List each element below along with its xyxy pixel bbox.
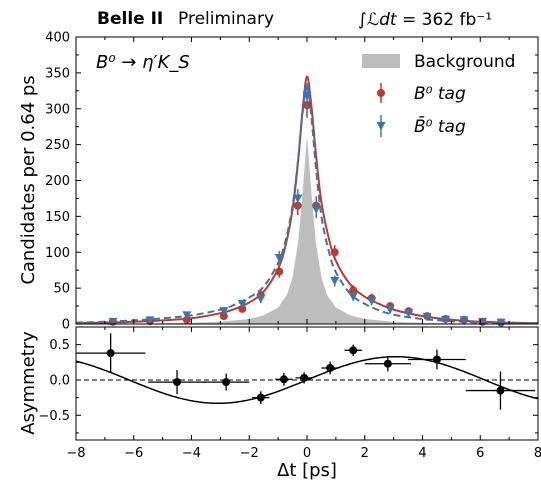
fit-curve-b0 xyxy=(76,75,538,324)
x-tick-label: −6 xyxy=(124,446,143,461)
x-tick-label: −8 xyxy=(66,446,85,461)
y-tick-label: 200 xyxy=(45,174,70,189)
data-point-b0bar xyxy=(330,276,340,286)
y-tick-label: 50 xyxy=(53,282,70,297)
fit-curve-b0bar xyxy=(76,82,538,324)
data-point-b0bar xyxy=(302,91,312,101)
y-tick-label: 350 xyxy=(45,66,70,81)
legend-label: Background xyxy=(414,52,515,72)
data-point-b0bar xyxy=(256,294,266,304)
bottom-frame xyxy=(75,326,539,441)
asymmetry-point xyxy=(279,375,288,384)
luminosity-symbol: ∫ℒdt xyxy=(358,10,398,30)
top-panel: 0 50 100 150 200 250 300 350 400 B⁰ → η′K_S Cand… xyxy=(18,31,539,333)
asymmetry-point xyxy=(106,349,115,358)
decay-annotation: B⁰ → η′K_S xyxy=(96,52,190,73)
status-label: Preliminary xyxy=(178,9,274,29)
luminosity-value: = 362 fb⁻¹ xyxy=(402,10,492,30)
data-point-b0bar xyxy=(496,318,506,328)
asymmetry-point xyxy=(326,363,335,372)
y-tick-label: 250 xyxy=(45,138,70,153)
data-point-b0 xyxy=(275,267,284,276)
asymmetry-point xyxy=(349,346,358,355)
top-ylabel: Candidates per 0.64 ps xyxy=(18,75,39,284)
asymmetry-point xyxy=(383,359,392,368)
asymmetry-point xyxy=(300,373,309,382)
y-tick-label: 0.5 xyxy=(49,338,70,353)
x-tick-label: 2 xyxy=(361,446,369,461)
data-point-b0 xyxy=(238,304,247,313)
legend-marker-b0bar xyxy=(376,122,386,131)
data-point-b0bar xyxy=(422,312,432,322)
data-point-b0bar xyxy=(274,253,284,263)
legend-marker-b0 xyxy=(377,89,385,97)
data-point-b0bar xyxy=(385,305,395,315)
data-point-b0 xyxy=(330,248,339,257)
background-fill xyxy=(76,136,538,324)
legend-label: B̄⁰ tag xyxy=(414,115,466,137)
data-point-b0bar xyxy=(367,297,377,306)
data-point-b0bar xyxy=(459,316,469,325)
bottom-panel: −8 −6 −4 −2 0 2 4 6 8 −0.5 0.0 0.5 Asymmetry Δt [ps… xyxy=(18,326,541,481)
asymmetry-point xyxy=(173,378,182,387)
y-tick-label: 100 xyxy=(45,246,70,261)
data-point-b0bar xyxy=(404,309,414,318)
data-point-b0bar xyxy=(237,299,247,309)
x-tick-label: 8 xyxy=(534,446,541,461)
y-tick-label: −0.5 xyxy=(38,409,70,424)
y-tick-label: 400 xyxy=(45,31,70,46)
data-point-b0bar xyxy=(293,194,303,203)
data-point-b0bar xyxy=(441,315,451,325)
legend-swatch-background xyxy=(362,54,400,68)
y-tick-label: 0.0 xyxy=(49,373,70,388)
top-axes: 0 50 100 150 200 250 300 350 400 xyxy=(45,31,539,333)
legend-label: B⁰ tag xyxy=(414,84,466,104)
x-tick-label: −4 xyxy=(182,446,201,461)
background-area xyxy=(76,136,538,324)
x-tick-label: −2 xyxy=(240,446,259,461)
data-point-b0bar xyxy=(145,316,155,325)
asymmetry-point xyxy=(432,355,441,364)
data-point-b0bar xyxy=(108,317,118,327)
asymmetry-point xyxy=(256,393,265,402)
fit-curves xyxy=(76,75,538,324)
y-tick-label: 150 xyxy=(45,210,70,225)
x-tick-label: 6 xyxy=(476,446,484,461)
data-points xyxy=(108,83,506,328)
x-tick-label: 4 xyxy=(418,446,426,461)
data-point-b0bar xyxy=(348,292,358,302)
y-tick-label: 0 xyxy=(62,318,70,333)
experiment-label: Belle II xyxy=(97,9,163,29)
legend: Background B⁰ tag B̄⁰ tag xyxy=(362,52,515,137)
y-tick-label: 300 xyxy=(45,102,70,117)
asymmetry-point xyxy=(496,386,505,395)
asymmetry-points xyxy=(76,333,536,410)
bottom-ylabel: Asymmetry xyxy=(18,331,39,435)
data-point-b0bar xyxy=(182,311,192,320)
x-tick-label: 0 xyxy=(303,446,311,461)
bottom-xlabel: Δt [ps] xyxy=(277,460,337,481)
data-point-b0 xyxy=(349,286,358,295)
asymmetry-point xyxy=(222,378,231,387)
data-point-b0 xyxy=(219,312,228,321)
data-point-b0bar xyxy=(219,307,229,316)
bottom-axes: −8 −6 −4 −2 0 2 4 6 8 −0.5 0.0 0.5 xyxy=(38,327,541,461)
data-point-b0bar xyxy=(311,205,321,214)
